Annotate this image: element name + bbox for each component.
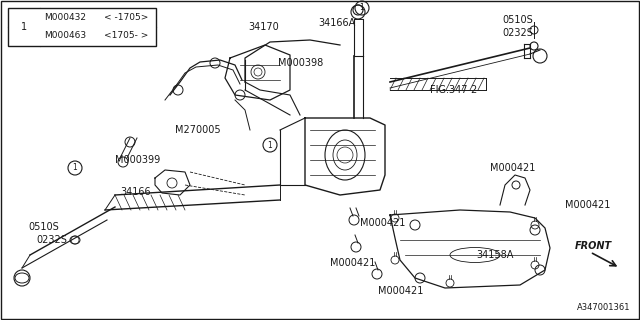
Text: M000421: M000421 (378, 286, 424, 296)
Text: M000421: M000421 (565, 200, 611, 210)
Text: 34166: 34166 (120, 187, 150, 197)
Text: 34158A: 34158A (476, 250, 513, 260)
Text: 34170: 34170 (248, 22, 279, 32)
Text: 0232S: 0232S (502, 28, 533, 38)
Text: 0232S: 0232S (36, 235, 67, 245)
Bar (8, 8, 156, 46)
Text: M000421: M000421 (490, 163, 536, 173)
Text: M270005: M270005 (175, 125, 221, 135)
Text: < -1705>: < -1705> (104, 13, 148, 22)
Text: 1: 1 (268, 140, 273, 149)
Text: 1: 1 (72, 164, 77, 172)
Text: FRONT: FRONT (575, 241, 612, 251)
Text: M000398: M000398 (278, 58, 323, 68)
Text: 1: 1 (21, 22, 27, 32)
Text: M000432: M000432 (44, 13, 86, 22)
Text: 34166A: 34166A (318, 18, 355, 28)
Text: M000421: M000421 (330, 258, 376, 268)
Text: M000421: M000421 (360, 218, 405, 228)
Text: 0510S: 0510S (28, 222, 59, 232)
Text: FIG.347-2: FIG.347-2 (430, 85, 477, 95)
Text: A347001361: A347001361 (577, 303, 630, 312)
Text: 0510S: 0510S (502, 15, 532, 25)
Text: <1705- >: <1705- > (104, 31, 148, 41)
Text: M000399: M000399 (115, 155, 160, 165)
Text: 1: 1 (360, 4, 364, 12)
Text: M000463: M000463 (44, 31, 86, 41)
